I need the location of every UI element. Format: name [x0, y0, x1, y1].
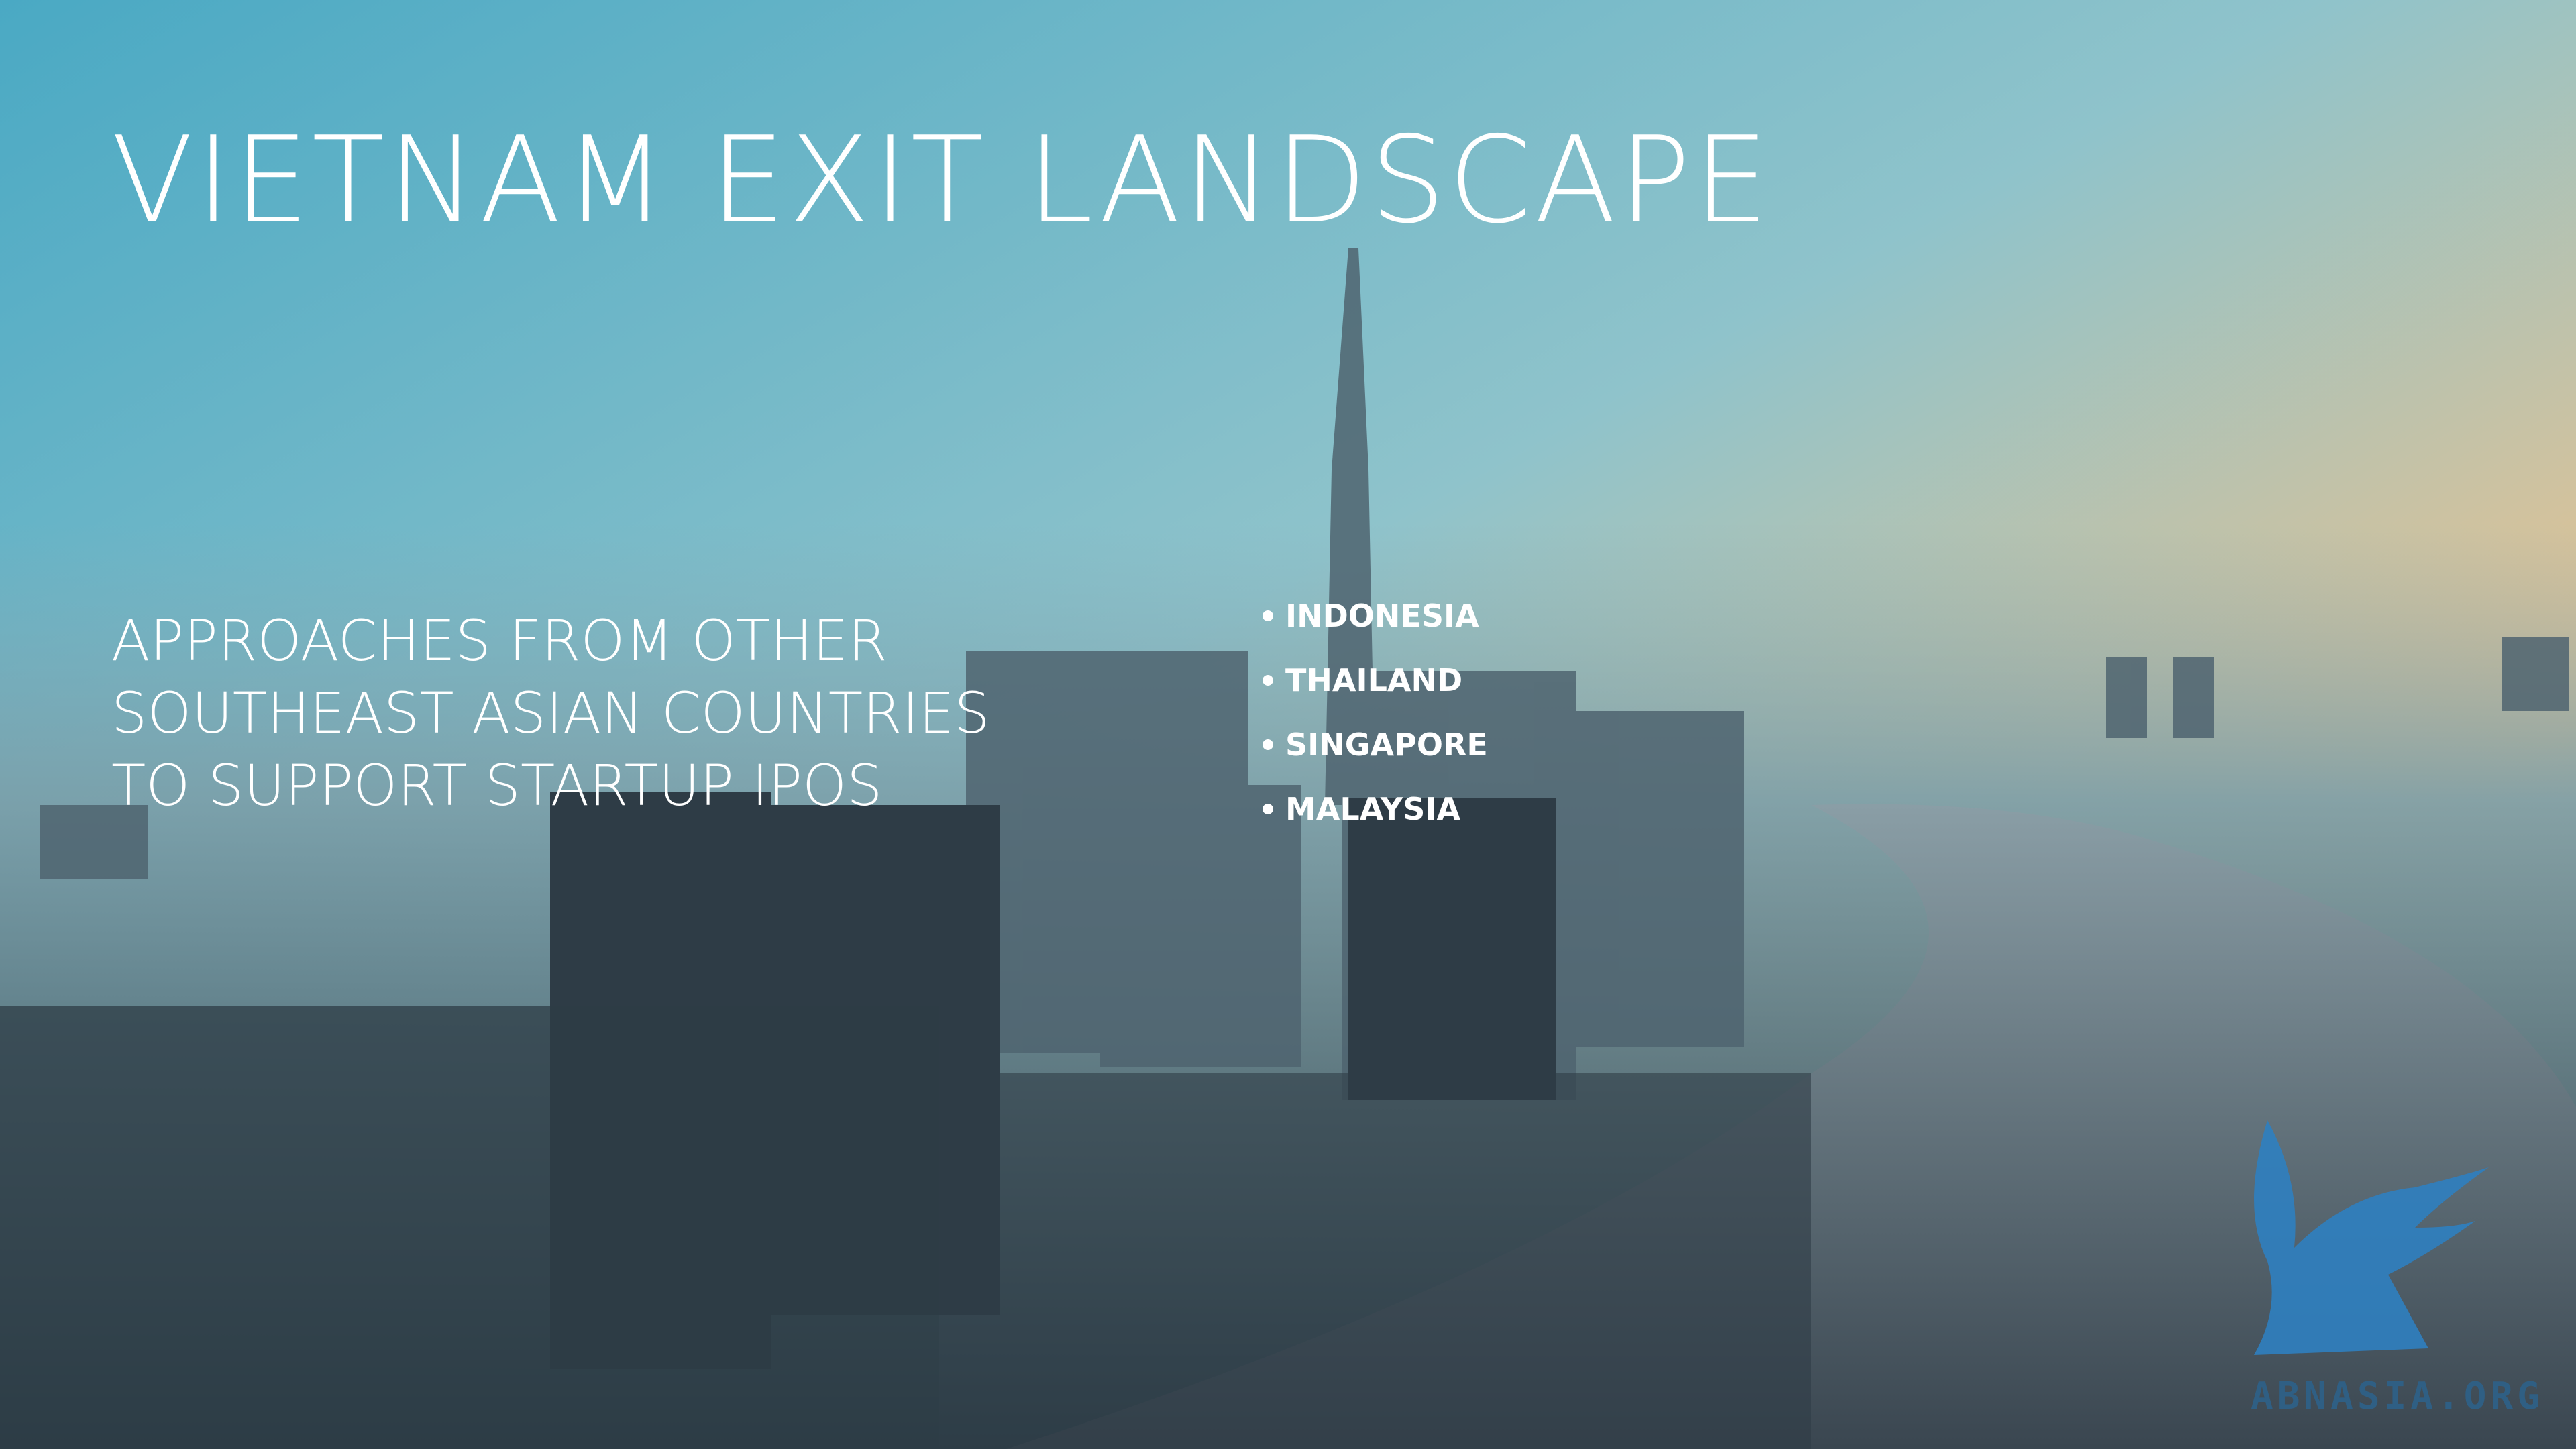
subtitle-line: SOUTHEAST ASIAN COUNTRIES [111, 680, 990, 746]
logo: ABNASIA.ORG [2251, 1120, 2544, 1418]
slide-title: VIETNAM EXIT LANDSCAPE [111, 111, 1772, 250]
bullet-dot [1263, 610, 1273, 621]
bullet-list: INDONESIA THAILAND SINGAPORE MALAYSIA [1263, 598, 1488, 827]
logo-text: ABNASIA.ORG [2251, 1375, 2544, 1418]
bullet-dot [1263, 675, 1273, 686]
bullet-item: INDONESIA [1285, 598, 1479, 634]
bullet-item: MALAYSIA [1285, 791, 1460, 827]
subtitle-line: TO SUPPORT STARTUP IPOS [111, 753, 882, 818]
bullet-dot [1263, 739, 1273, 750]
bullet-dot [1263, 804, 1273, 814]
subtitle-line: APPROACHES FROM OTHER [111, 608, 888, 674]
bullet-item: THAILAND [1285, 662, 1462, 698]
bullet-item: SINGAPORE [1285, 727, 1488, 763]
